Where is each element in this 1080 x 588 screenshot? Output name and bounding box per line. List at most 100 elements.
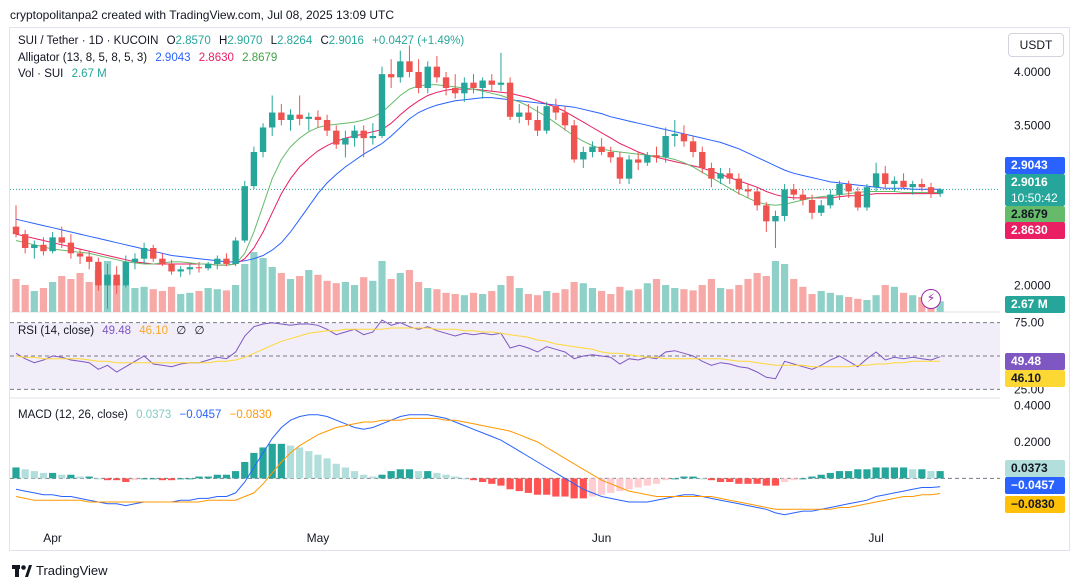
candle-body: [369, 136, 377, 139]
volume-bar: [415, 282, 423, 312]
volume-bar: [561, 289, 569, 312]
volume-label[interactable]: Vol · SUI: [18, 68, 64, 80]
macd-histogram-bar: [94, 478, 102, 480]
candle-body: [58, 237, 65, 243]
volume-bar: [268, 267, 276, 312]
candle-body: [644, 155, 651, 163]
candle-body: [333, 130, 340, 145]
candle-body: [470, 82, 477, 88]
macd-histogram-bar: [616, 478, 624, 492]
candle-body: [76, 253, 84, 257]
volume-bar: [689, 290, 697, 312]
candle-body: [854, 191, 861, 208]
volume-bar: [369, 280, 377, 312]
alligator-legend[interactable]: Alligator (13, 8, 5, 8, 5, 3) 2.9043 2.8…: [18, 52, 282, 64]
macd-histogram-bar: [625, 478, 633, 490]
footer-brand[interactable]: TradingView: [12, 563, 108, 578]
rsi-axis-label: 75.00: [1014, 316, 1044, 330]
macd-label[interactable]: MACD (12, 26, close): [18, 409, 128, 421]
candle-body: [918, 184, 926, 188]
volume-bar: [387, 279, 395, 312]
macd-histogram-bar: [662, 478, 670, 481]
rsi-legend[interactable]: RSI (14, close) 49.48 46.10 ∅ ∅: [18, 323, 210, 337]
volume-bar: [845, 297, 853, 312]
candle-body: [159, 258, 166, 264]
macd-histogram-bar: [76, 476, 84, 479]
volume-bar: [424, 288, 432, 312]
macd-histogram-bar: [515, 478, 523, 492]
candle-body: [31, 244, 38, 248]
candle-body: [241, 186, 248, 241]
volume-bar: [232, 285, 240, 312]
macd-histogram-bar: [689, 476, 697, 479]
volume-bar: [753, 273, 761, 312]
macd-histogram-bar: [588, 478, 597, 497]
volume-bar: [607, 294, 615, 312]
alligator-teeth-line: [15, 88, 941, 266]
macd-axis-label: 0.2000: [1014, 435, 1051, 449]
macd-histogram-bar: [369, 476, 377, 479]
macd-histogram-bar: [424, 471, 432, 479]
volume-bar: [12, 279, 20, 312]
ohlc-change: +0.0427 (+1.49%): [372, 35, 465, 47]
macd-histogram-bar: [781, 478, 789, 482]
volume-bar: [405, 270, 414, 312]
candle-body: [415, 72, 422, 88]
volume-bar: [167, 286, 176, 312]
macd-histogram-bar: [186, 478, 194, 480]
candle-body: [150, 248, 157, 259]
symbol-legend[interactable]: SUI / Tether · 1D · KUCOIN O2.8570 H2.90…: [18, 35, 469, 47]
macd-histogram-bar: [469, 478, 478, 481]
price-axis-label: 4.0000: [1014, 65, 1051, 79]
volume-bar: [899, 292, 908, 312]
volume-bar: [744, 279, 752, 312]
candle-body: [552, 106, 560, 113]
symbol-name[interactable]: SUI / Tether · 1D · KUCOIN: [18, 35, 159, 47]
volume-bar: [835, 295, 844, 312]
volume-bar: [30, 291, 38, 312]
currency-button[interactable]: USDT: [1008, 33, 1064, 57]
macd-value: −0.0457: [179, 409, 222, 421]
volume-legend[interactable]: Vol · SUI 2.67 M: [18, 68, 112, 80]
volume-bar: [442, 292, 450, 312]
macd-histogram-bar: [39, 472, 48, 479]
candle-body: [781, 189, 788, 216]
candle-body: [122, 261, 129, 286]
macd-histogram-bar: [817, 474, 825, 479]
alligator-label[interactable]: Alligator (13, 8, 5, 8, 5, 3): [18, 52, 148, 64]
volume-bar: [515, 288, 523, 312]
macd-histogram-bar: [323, 458, 331, 479]
macd-histogram-bar: [277, 443, 285, 479]
candle-body: [259, 127, 267, 152]
macd-histogram-bar: [140, 478, 148, 480]
volume-bar: [286, 279, 295, 312]
close-price-tag: 2.9016 10:50:42: [1005, 174, 1065, 206]
macd-histogram-bar: [332, 463, 340, 479]
time-axis-label: Jul: [868, 531, 883, 545]
macd-histogram-bar: [863, 469, 871, 479]
macd-histogram-bar: [652, 478, 661, 484]
macd-histogram-bar: [835, 471, 844, 479]
macd-histogram-bar: [927, 471, 935, 479]
volume-bar: [460, 295, 468, 312]
teeth-price-tag: 2.8630: [1005, 222, 1065, 239]
volume-bar: [890, 286, 898, 312]
macd-histogram-bar: [268, 443, 276, 479]
alligator-jaw-line: [15, 97, 941, 263]
volume-bar: [140, 286, 148, 312]
macd-histogram-bar: [396, 469, 404, 479]
macd-histogram-bar: [433, 472, 441, 479]
volume-bar: [277, 273, 285, 312]
macd-legend[interactable]: MACD (12, 26, close) 0.0373 −0.0457 −0.0…: [18, 409, 277, 421]
lightning-icon[interactable]: ⚡: [921, 289, 941, 309]
candle-body: [534, 120, 541, 131]
rsi-label[interactable]: RSI (14, close): [18, 325, 95, 337]
macd-histogram-bar: [241, 462, 249, 479]
volume-bar: [826, 292, 834, 312]
candle-body: [113, 274, 120, 286]
chart-frame: [9, 27, 1070, 551]
candle-body: [269, 112, 276, 128]
macd-histogram-bar: [58, 474, 66, 479]
volume-bar: [616, 286, 624, 312]
